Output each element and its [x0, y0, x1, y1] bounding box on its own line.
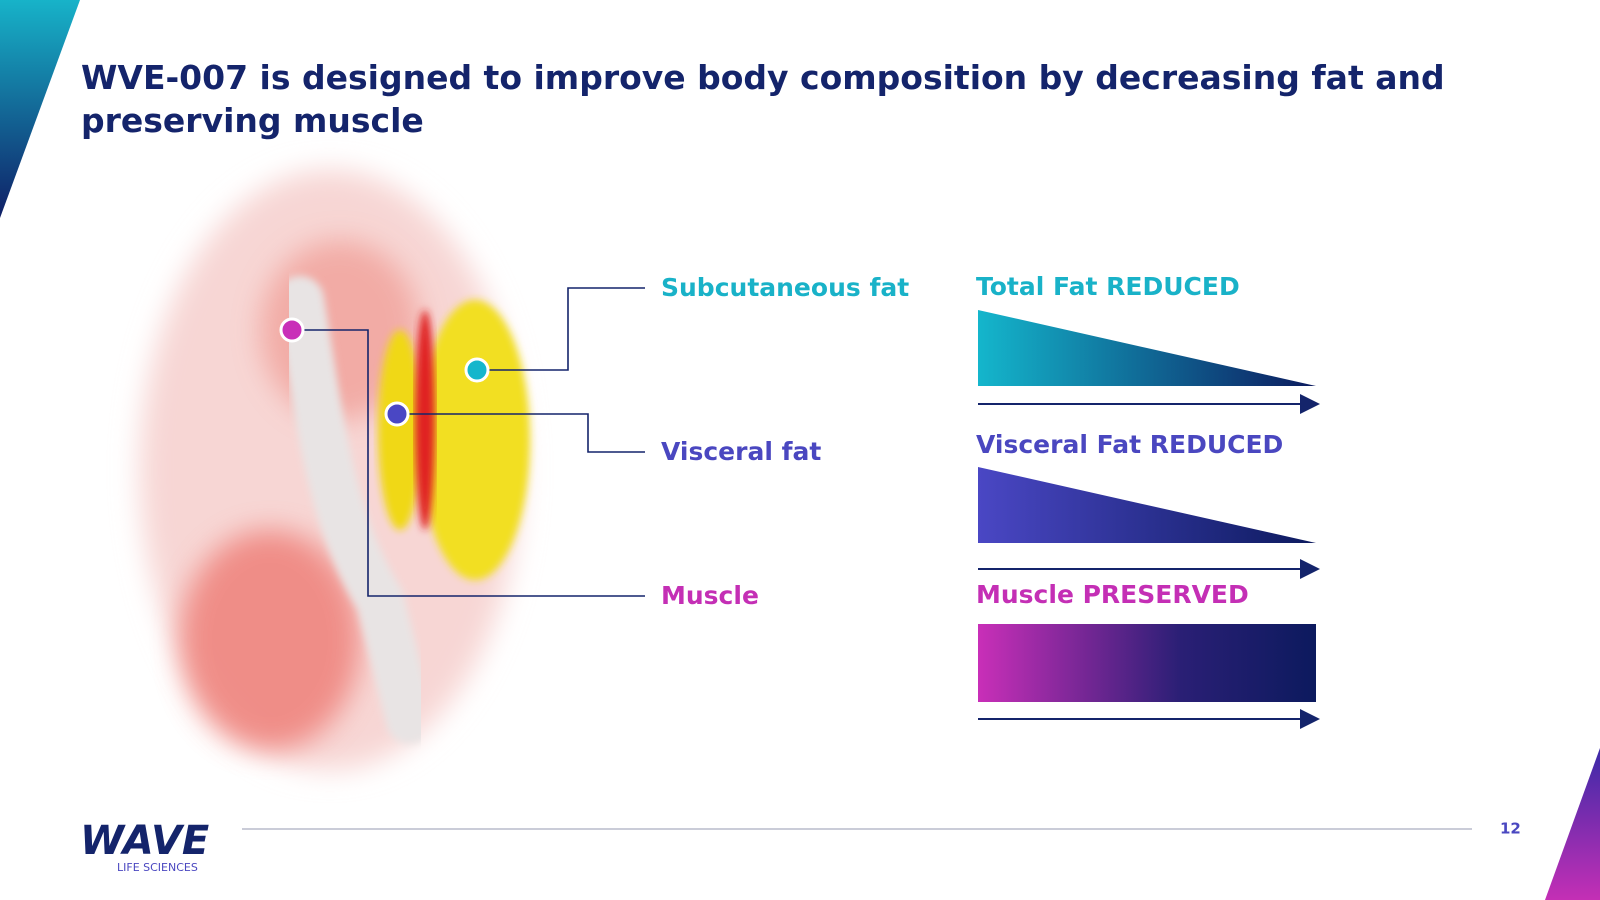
leader-line — [477, 287, 645, 371]
marker-dot — [464, 357, 490, 383]
panel-title: Muscle PRESERVED — [976, 580, 1249, 609]
logo: WAVE — [80, 818, 209, 864]
marker-dot — [384, 401, 410, 427]
body-illustration — [140, 170, 530, 770]
leader-line — [397, 413, 645, 453]
callout-label: Visceral fat — [661, 437, 821, 466]
preserve-bar — [978, 624, 1316, 702]
page-number: 12 — [1500, 820, 1521, 838]
leader-line — [292, 329, 645, 597]
corner-accent — [1545, 748, 1600, 900]
leader-lines — [292, 287, 645, 597]
callout-label: Muscle — [661, 581, 759, 610]
panel-title: Visceral Fat REDUCED — [976, 430, 1283, 459]
decrease-wedge — [978, 310, 1316, 386]
slide-title: WVE-007 is designed to improve body comp… — [81, 58, 1445, 140]
panel-title: Total Fat REDUCED — [976, 272, 1240, 301]
corner-accent — [0, 0, 80, 218]
marker-dot — [279, 317, 305, 343]
callout-label: Subcutaneous fat — [661, 273, 909, 302]
decrease-wedge — [978, 467, 1316, 543]
logo-subtitle: LIFE SCIENCES — [117, 861, 198, 874]
